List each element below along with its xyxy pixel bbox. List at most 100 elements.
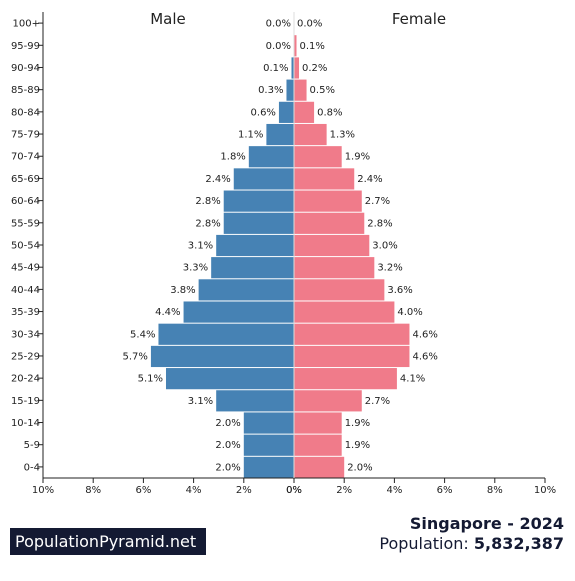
male-bar-55-59 bbox=[223, 212, 294, 234]
age-group-label: 85-89 bbox=[11, 85, 40, 96]
male-value-label: 2.0% bbox=[215, 440, 240, 451]
male-value-label: 1.8% bbox=[220, 152, 245, 163]
x-tick-label: 6% bbox=[437, 485, 453, 496]
legend-female: Female bbox=[392, 10, 446, 28]
female-bar-75-79 bbox=[294, 123, 327, 146]
age-group-label: 55-59 bbox=[11, 218, 40, 229]
age-group-label: 25-29 bbox=[11, 351, 40, 362]
female-value-label: 2.7% bbox=[365, 396, 390, 407]
female-bar-85-89 bbox=[294, 79, 307, 101]
male-bar-5-9 bbox=[243, 434, 294, 456]
x-axis-ticks: 10% 8% 6% 4% 2% 0%0% 2% 4% 6% 8% 10% bbox=[32, 478, 556, 496]
female-bar-80-84 bbox=[294, 101, 315, 123]
male-bar-25-29 bbox=[150, 345, 294, 368]
male-value-label: 2.4% bbox=[205, 174, 230, 185]
female-value-label: 1.9% bbox=[345, 152, 370, 163]
female-bar-10-14 bbox=[294, 412, 342, 434]
age-group-label: 35-39 bbox=[11, 307, 40, 318]
male-bar-35-39 bbox=[183, 301, 294, 323]
x-tick-label: 8% bbox=[487, 485, 503, 496]
age-group-label: 30-34 bbox=[11, 329, 40, 340]
age-group-label: 10-14 bbox=[11, 418, 40, 429]
female-value-label: 4.6% bbox=[412, 351, 437, 362]
brand-badge[interactable]: PopulationPyramid.net bbox=[10, 528, 206, 555]
female-bar-5-9 bbox=[294, 434, 342, 456]
female-bar-40-44 bbox=[294, 279, 385, 301]
male-bar-45-49 bbox=[211, 257, 294, 279]
female-bar-15-19 bbox=[294, 390, 362, 412]
female-value-label: 2.4% bbox=[357, 174, 382, 185]
male-value-label: 5.4% bbox=[130, 329, 155, 340]
x-tick-label: 0% bbox=[286, 485, 302, 496]
age-group-label: 45-49 bbox=[11, 263, 40, 274]
age-group-label: 100+ bbox=[13, 19, 40, 30]
female-bar-60-64 bbox=[294, 190, 362, 212]
male-bar-15-19 bbox=[216, 390, 294, 412]
age-group-label: 95-99 bbox=[11, 41, 40, 52]
legend-male: Male bbox=[150, 10, 186, 28]
male-bar-65-69 bbox=[233, 168, 294, 190]
male-bar-10-14 bbox=[243, 412, 294, 434]
axes bbox=[42, 12, 545, 479]
female-bar-50-54 bbox=[294, 234, 370, 257]
male-value-label: 1.1% bbox=[238, 130, 263, 141]
female-value-label: 0.0% bbox=[297, 19, 322, 30]
male-bar-20-24 bbox=[165, 368, 294, 390]
x-tick-label: 4% bbox=[186, 485, 202, 496]
x-tick-label: 6% bbox=[135, 485, 151, 496]
female-bar-20-24 bbox=[294, 368, 397, 390]
male-bar-80-84 bbox=[278, 101, 294, 123]
male-value-label: 2.0% bbox=[215, 462, 240, 473]
female-value-label: 1.3% bbox=[330, 130, 355, 141]
female-bar-95-99 bbox=[294, 35, 297, 57]
male-bar-40-44 bbox=[198, 279, 294, 301]
female-value-label: 4.6% bbox=[412, 329, 437, 340]
male-bar-30-34 bbox=[158, 323, 294, 345]
male-value-label: 3.1% bbox=[188, 396, 213, 407]
female-value-label: 4.1% bbox=[400, 374, 425, 385]
female-value-label: 2.8% bbox=[367, 218, 392, 229]
x-tick-label: 10% bbox=[534, 485, 556, 496]
population-pyramid-chart: 2.0% 2.0% 2.0% 1.9% 2.0% 1.9% 3.1% 2.7% 5.1% 4.1%… bbox=[11, 10, 556, 496]
female-bar-30-34 bbox=[294, 323, 410, 345]
female-bars bbox=[294, 35, 410, 478]
male-bar-70-74 bbox=[248, 146, 294, 168]
x-tick-label: 0% bbox=[286, 485, 302, 496]
country-year-title: Singapore - 2024 bbox=[409, 514, 564, 533]
x-tick-label: 2% bbox=[336, 485, 352, 496]
female-bar-55-59 bbox=[294, 212, 365, 234]
female-value-label: 3.2% bbox=[377, 263, 402, 274]
age-group-label: 60-64 bbox=[11, 196, 40, 207]
age-group-label: 65-69 bbox=[11, 174, 40, 185]
male-value-label: 5.7% bbox=[123, 351, 148, 362]
age-group-label: 50-54 bbox=[11, 241, 40, 252]
x-tick-label: 4% bbox=[386, 485, 402, 496]
male-value-label: 3.1% bbox=[188, 241, 213, 252]
male-value-label: 2.8% bbox=[195, 218, 220, 229]
age-group-label: 5-9 bbox=[24, 440, 40, 451]
population-label: Population: bbox=[379, 534, 469, 553]
male-value-label: 0.1% bbox=[263, 63, 288, 74]
x-tick-label: 8% bbox=[85, 485, 101, 496]
male-value-label: 0.0% bbox=[266, 19, 291, 30]
female-value-label: 2.7% bbox=[365, 196, 390, 207]
male-value-label: 0.6% bbox=[251, 107, 276, 118]
female-value-label: 0.5% bbox=[310, 85, 335, 96]
male-bar-75-79 bbox=[266, 123, 294, 146]
female-bar-25-29 bbox=[294, 345, 410, 368]
male-value-label: 0.0% bbox=[266, 41, 291, 52]
male-bar-85-89 bbox=[286, 79, 294, 101]
population-value: 5,832,387 bbox=[473, 534, 564, 553]
population-total: Population: 5,832,387 bbox=[379, 534, 564, 553]
female-bar-70-74 bbox=[294, 146, 342, 168]
female-value-label: 1.9% bbox=[345, 440, 370, 451]
female-value-label: 3.6% bbox=[387, 285, 412, 296]
male-bar-50-54 bbox=[216, 234, 294, 257]
female-value-label: 1.9% bbox=[345, 418, 370, 429]
female-value-label: 2.0% bbox=[347, 462, 372, 473]
male-bars bbox=[150, 57, 294, 478]
male-value-label: 3.3% bbox=[183, 263, 208, 274]
male-value-label: 2.0% bbox=[215, 418, 240, 429]
x-tick-label: 2% bbox=[236, 485, 252, 496]
male-bar-60-64 bbox=[223, 190, 294, 212]
